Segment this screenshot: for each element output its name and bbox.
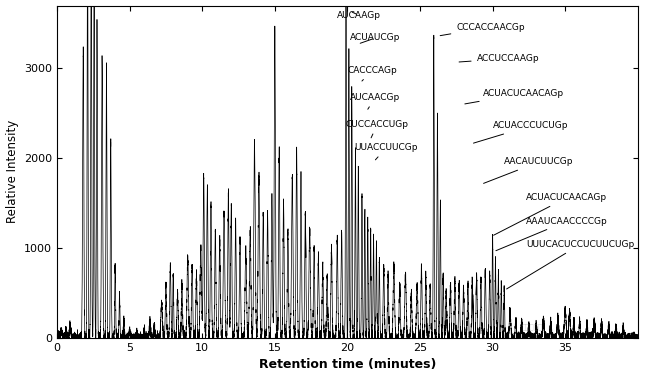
X-axis label: Retention time (minutes): Retention time (minutes) [259,359,436,371]
Text: CACCCAGp: CACCCAGp [347,66,397,81]
Text: ACUACUCAACAGp: ACUACUCAACAGp [465,89,564,104]
Text: ACCUCCAAGp: ACCUCCAAGp [459,54,540,63]
Text: UUACCUUCGp: UUACCUUCGp [354,143,418,160]
Text: CUCCACCUGp: CUCCACCUGp [346,120,409,138]
Text: ACUACCCUCUGp: ACUACCCUCUGp [473,121,568,143]
Text: ACUACUCAACAGp: ACUACUCAACAGp [494,193,607,235]
Text: UUUCACUCCUCUUCUGp: UUUCACUCCUCUUCUGp [507,240,634,289]
Y-axis label: Relative Intensity: Relative Intensity [5,120,18,224]
Text: 火链资讯网: 火链资讯网 [522,323,543,329]
Text: AUCAACGp: AUCAACGp [351,93,401,109]
Text: AUCAAGp: AUCAAGp [337,11,381,20]
Text: AAAUCAACCCCGp: AAAUCAACCCCGp [496,217,608,251]
Text: AACАUCUUCGp: AACАUCUUCGp [483,158,574,183]
Text: ACUAUCGp: ACUAUCGp [351,34,401,43]
Text: CCCACCAACGp: CCCACCAACGp [440,23,525,36]
